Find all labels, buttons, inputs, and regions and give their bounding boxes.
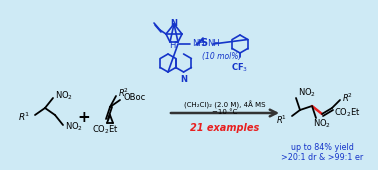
- Text: NO$_2$: NO$_2$: [65, 121, 83, 133]
- Text: CF$_3$: CF$_3$: [231, 61, 249, 73]
- Text: CO$_2$Et: CO$_2$Et: [334, 107, 361, 119]
- Text: R$^2$: R$^2$: [342, 92, 353, 104]
- Text: 21 examples: 21 examples: [191, 123, 260, 133]
- Text: −10 °C: −10 °C: [212, 109, 238, 115]
- Text: NO$_2$: NO$_2$: [298, 87, 316, 99]
- Text: H: H: [169, 40, 175, 49]
- Text: up to 84% yield: up to 84% yield: [291, 143, 353, 152]
- Text: (10 mol%): (10 mol%): [202, 52, 242, 61]
- Text: CO$_2$Et: CO$_2$Et: [91, 123, 118, 135]
- Text: S: S: [200, 38, 208, 48]
- Text: R$^1$: R$^1$: [18, 111, 30, 123]
- Text: NH: NH: [207, 39, 220, 48]
- Text: +: +: [77, 109, 90, 124]
- Text: N: N: [180, 75, 187, 84]
- Text: NH: NH: [192, 39, 205, 48]
- Text: OBoc: OBoc: [123, 94, 145, 103]
- Text: R$^2$: R$^2$: [118, 87, 129, 99]
- Text: NO$_2$: NO$_2$: [313, 118, 331, 130]
- Text: N: N: [170, 20, 178, 29]
- Text: (CH₂Cl)₂ (2.0 M), 4Å MS: (CH₂Cl)₂ (2.0 M), 4Å MS: [184, 101, 266, 109]
- Text: NO$_2$: NO$_2$: [55, 90, 73, 102]
- Text: R$^1$: R$^1$: [276, 114, 287, 126]
- Text: >20:1 dr & >99:1 er: >20:1 dr & >99:1 er: [281, 154, 363, 163]
